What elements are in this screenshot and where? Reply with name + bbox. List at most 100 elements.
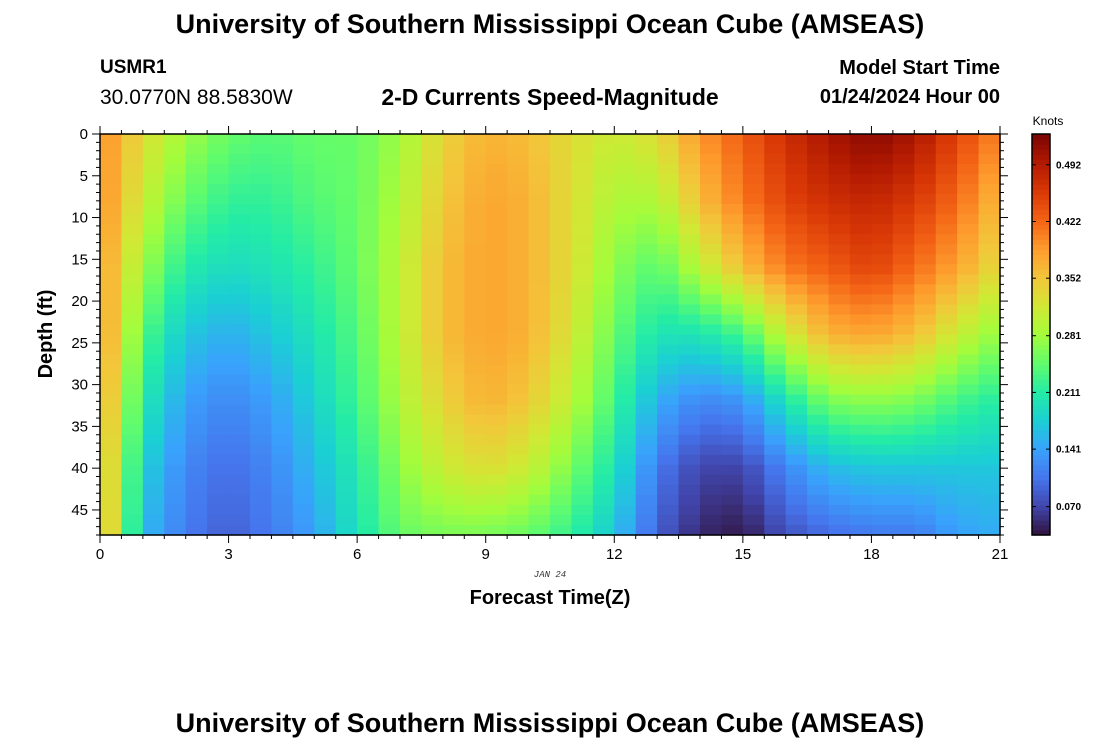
- heatmap-cell: [635, 454, 658, 466]
- heatmap-cell: [657, 454, 680, 466]
- heatmap-cell: [678, 184, 701, 195]
- heatmap-cell: [764, 444, 787, 456]
- heatmap-cell: [742, 214, 765, 225]
- heatmap-cell: [271, 524, 294, 536]
- heatmap-cell: [614, 274, 637, 285]
- heatmap-cell: [314, 494, 337, 506]
- heatmap-cell: [142, 394, 165, 406]
- heatmap-cell: [571, 214, 594, 225]
- colorbar-segment: [1032, 259, 1050, 265]
- heatmap-cell: [657, 464, 680, 476]
- heatmap-cell: [785, 404, 808, 416]
- heatmap-cell: [207, 344, 230, 356]
- heatmap-cell: [635, 524, 658, 536]
- heatmap-cell: [121, 394, 144, 406]
- heatmap-cell: [121, 524, 144, 536]
- heatmap-cell: [657, 394, 680, 406]
- heatmap-cell: [721, 304, 744, 316]
- heatmap-cell: [528, 204, 551, 215]
- heatmap-cell: [442, 294, 465, 306]
- heatmap-cell: [550, 494, 573, 506]
- heatmap-cell: [957, 194, 980, 205]
- heatmap-cell: [550, 464, 573, 476]
- heatmap-cell: [228, 174, 251, 185]
- heatmap-cell: [935, 394, 958, 406]
- colorbar-segment: [1032, 154, 1050, 160]
- heatmap-cell: [657, 264, 680, 275]
- heatmap-cell: [271, 154, 294, 165]
- heatmap-cell: [764, 354, 787, 366]
- heatmap-cell: [250, 504, 273, 516]
- date-label: JAN 24: [534, 570, 566, 580]
- heatmap-cell: [228, 514, 251, 526]
- heatmap-cell: [485, 244, 508, 255]
- heatmap-cell: [657, 234, 680, 245]
- heatmap-cell: [507, 134, 530, 145]
- heatmap-cell: [378, 164, 401, 175]
- heatmap-cell: [828, 274, 851, 285]
- heatmap-cell: [592, 304, 615, 316]
- heatmap-cell: [892, 264, 915, 275]
- colorbar-segment: [1032, 429, 1050, 436]
- y-tick-label: 45: [71, 502, 88, 519]
- heatmap-cell: [485, 334, 508, 346]
- heatmap-cell: [228, 464, 251, 476]
- heatmap-cell: [292, 454, 315, 466]
- heatmap-cell: [614, 214, 637, 225]
- heatmap-cell: [250, 294, 273, 306]
- heatmap-cell: [742, 524, 765, 536]
- heatmap-cell: [442, 424, 465, 436]
- heatmap-cell: [228, 254, 251, 265]
- colorbar-segment: [1032, 149, 1050, 155]
- heatmap-cell: [485, 194, 508, 205]
- heatmap-cell: [421, 414, 444, 426]
- heatmap-cell: [357, 494, 380, 506]
- heatmap-cell: [614, 394, 637, 406]
- heatmap-cell: [378, 184, 401, 195]
- heatmap-cell: [507, 524, 530, 536]
- heatmap-cell: [121, 514, 144, 526]
- heatmap-cell: [892, 184, 915, 195]
- heatmap-cell: [828, 384, 851, 396]
- heatmap-cell: [250, 494, 273, 506]
- heatmap-cell: [742, 184, 765, 195]
- heatmap-cell: [785, 194, 808, 205]
- heatmap-cell: [378, 144, 401, 155]
- heatmap-cell: [678, 374, 701, 386]
- heatmap-cell: [721, 254, 744, 265]
- heatmap-cell: [892, 134, 915, 145]
- heatmap-cell: [164, 524, 187, 536]
- heatmap-cell: [314, 504, 337, 516]
- heatmap-cell: [228, 204, 251, 215]
- heatmap-cell: [378, 404, 401, 416]
- heatmap-cell: [292, 434, 315, 446]
- heatmap-cell: [100, 324, 123, 336]
- heatmap-cell: [528, 464, 551, 476]
- heatmap-cell: [871, 404, 894, 416]
- heatmap-cell: [250, 344, 273, 356]
- heatmap-cell: [592, 464, 615, 476]
- heatmap-cell: [871, 474, 894, 486]
- heatmap-cell: [378, 154, 401, 165]
- heatmap-cell: [528, 184, 551, 195]
- heatmap-cell: [100, 444, 123, 456]
- heatmap-cell: [700, 354, 723, 366]
- heatmap-cell: [807, 364, 830, 376]
- heatmap-cell: [700, 234, 723, 245]
- heatmap-cell: [185, 384, 208, 396]
- y-tick-label: 10: [71, 210, 88, 227]
- heatmap-cell: [100, 144, 123, 155]
- heatmap-cell: [935, 434, 958, 446]
- heatmap-cell: [785, 214, 808, 225]
- heatmap-cell: [207, 164, 230, 175]
- heatmap-cell: [185, 354, 208, 366]
- heatmap-cell: [528, 264, 551, 275]
- heatmap-cell: [314, 284, 337, 295]
- colorbar-segment: [1032, 299, 1050, 306]
- heatmap-cell: [164, 374, 187, 386]
- heatmap-cell: [228, 134, 251, 145]
- heatmap-cell: [292, 154, 315, 165]
- heatmap-cell: [828, 174, 851, 185]
- heatmap-cell: [100, 384, 123, 396]
- heatmap-cell: [742, 334, 765, 346]
